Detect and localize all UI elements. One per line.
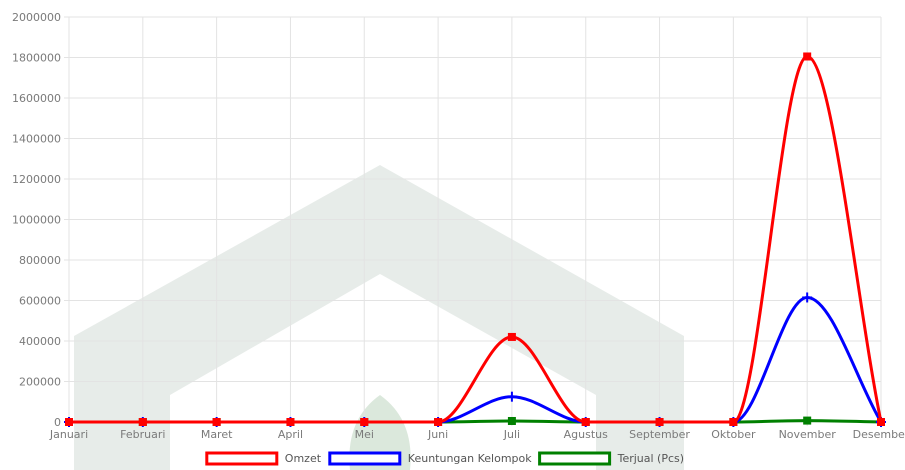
x-tick-label: Juli — [503, 428, 520, 441]
x-tick-label: Oktober — [711, 428, 756, 441]
data-point — [138, 418, 147, 426]
data-point — [877, 418, 885, 426]
x-tick-label: September — [629, 428, 690, 441]
legend-swatch — [538, 451, 612, 466]
legend: Omzet Keuntungan Kelompok Terjual (Pcs) — [205, 451, 684, 466]
y-tick-label: 1600000 — [12, 92, 61, 105]
data-point — [286, 418, 295, 426]
data-point — [65, 418, 73, 426]
watermark-logo — [74, 165, 684, 470]
data-point — [655, 418, 664, 426]
data-point — [729, 418, 738, 426]
y-tick-label: 1200000 — [12, 173, 61, 186]
x-tick-label: Maret — [201, 428, 233, 441]
y-tick-label: 0 — [54, 416, 61, 429]
y-tick-label: 600000 — [19, 295, 61, 308]
legend-item[interactable]: Keuntungan Kelompok — [328, 451, 532, 466]
legend-item[interactable]: Terjual (Pcs) — [538, 451, 684, 466]
x-tick-label: Agustus — [564, 428, 608, 441]
x-tick-label: Mei — [355, 428, 374, 441]
x-tick-label: Februari — [120, 428, 165, 441]
data-point — [507, 416, 516, 425]
legend-label: Omzet — [285, 452, 322, 465]
series-line — [67, 54, 883, 424]
y-tick-label: 1800000 — [12, 52, 61, 65]
x-tick-label: April — [278, 428, 303, 441]
legend-label: Terjual (Pcs) — [617, 452, 684, 465]
data-point — [581, 418, 590, 426]
data-point — [507, 332, 516, 341]
series-lines — [64, 52, 886, 427]
y-tick-label: 1400000 — [12, 133, 61, 146]
y-tick-label: 200000 — [19, 376, 61, 389]
y-tick-label: 1000000 — [12, 214, 61, 227]
data-point — [434, 418, 443, 426]
data-point — [803, 52, 812, 61]
x-tick-label: Juni — [427, 428, 448, 441]
data-point — [212, 418, 221, 426]
legend-swatch — [328, 451, 402, 466]
x-tick-label: November — [779, 428, 837, 441]
x-tick-label: Desember — [853, 428, 905, 441]
legend-swatch — [205, 451, 279, 466]
y-tick-label: 800000 — [19, 254, 61, 267]
axes: 0 200000 400000 600000 800000 1000000 1200000 1… — [12, 11, 905, 441]
x-tick-label: Januari — [49, 428, 88, 441]
data-point — [803, 416, 812, 425]
y-tick-label: 2000000 — [12, 11, 61, 24]
legend-label: Keuntungan Kelompok — [408, 452, 532, 465]
data-point — [360, 418, 369, 426]
legend-item[interactable]: Omzet — [205, 451, 322, 466]
y-tick-label: 400000 — [19, 335, 61, 348]
